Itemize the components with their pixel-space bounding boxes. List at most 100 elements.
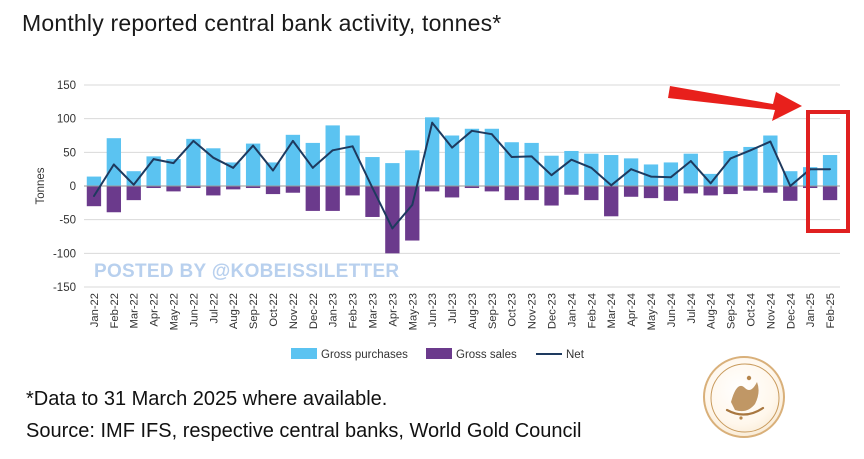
net-point <box>351 145 354 148</box>
bar-gross-sales <box>146 186 161 189</box>
net-point <box>431 121 434 124</box>
net-point <box>709 182 712 185</box>
bar-gross-sales <box>524 186 539 201</box>
bar-gross-purchases <box>524 142 539 186</box>
net-point <box>689 160 692 162</box>
net-point <box>212 156 215 159</box>
x-tick-label: Jan-23 <box>328 293 340 327</box>
net-point <box>112 163 115 166</box>
x-tick-label: May-24 <box>646 293 658 330</box>
x-tick-label: Mar-22 <box>129 293 141 328</box>
chart-title: Monthly reported central bank activity, … <box>22 10 502 36</box>
x-tick-label: Jun-22 <box>188 293 200 327</box>
legend-label: Gross sales <box>456 349 517 361</box>
bar-gross-purchases <box>305 142 320 186</box>
y-tick-label: 50 <box>63 147 76 159</box>
net-point <box>93 195 95 198</box>
x-tick-label: Nov-22 <box>288 293 300 329</box>
x-tick-label: Feb-22 <box>109 293 121 328</box>
net-point <box>471 129 473 132</box>
bar-gross-purchases <box>544 155 559 186</box>
bar-gross-purchases <box>663 162 679 186</box>
bar-gross-sales <box>822 186 838 201</box>
net-point <box>152 158 155 160</box>
footnote: *Data to 31 March 2025 where available. <box>26 388 388 410</box>
bar-gross-sales <box>623 186 639 197</box>
bar-gross-sales <box>345 186 360 196</box>
x-tick-label: Aug-22 <box>228 293 240 329</box>
x-tick-label: Sep-22 <box>248 293 260 329</box>
watermark-text: POSTED BY @KOBEISSILETTER <box>94 261 400 282</box>
bar-gross-sales <box>265 186 281 195</box>
bar-gross-sales <box>305 186 320 211</box>
bar-gross-sales <box>245 186 261 189</box>
y-tick-label: 0 <box>70 181 76 193</box>
net-point <box>172 162 175 165</box>
bar-gross-sales <box>763 186 778 193</box>
bar-gross-sales <box>106 186 122 213</box>
x-tick-label: Jun-24 <box>666 293 678 327</box>
legend-label: Net <box>566 349 585 361</box>
x-tick-label: Dec-22 <box>308 293 320 329</box>
bar-gross-sales <box>564 186 579 195</box>
bar-gross-purchases <box>822 155 838 186</box>
net-point <box>769 140 772 143</box>
x-tick-label: Apr-22 <box>149 293 161 327</box>
x-tick-label: Jan-22 <box>89 293 101 327</box>
net-point <box>252 144 255 147</box>
x-tick-label: Mar-24 <box>606 293 618 328</box>
bar-gross-sales <box>385 186 400 254</box>
bar-gross-purchases <box>166 159 181 186</box>
legend-swatch <box>426 348 452 359</box>
x-tick-label: Dec-24 <box>785 293 797 329</box>
bar-gross-sales <box>723 186 738 195</box>
x-tick-label: Nov-23 <box>527 293 539 329</box>
x-tick-label: Feb-25 <box>825 293 837 328</box>
y-tick-label: 150 <box>57 80 76 92</box>
bar-gross-sales <box>166 186 181 192</box>
bar-gross-sales <box>743 186 758 191</box>
net-point <box>232 166 235 169</box>
bar-gross-sales <box>544 186 559 206</box>
net-point <box>192 139 195 142</box>
bar-gross-purchases <box>325 125 340 186</box>
net-point <box>590 166 593 169</box>
x-tick-label: Jun-23 <box>427 293 439 327</box>
x-tick-label: Mar-23 <box>367 293 379 328</box>
bar-gross-purchases <box>464 128 480 186</box>
bar-gross-sales <box>683 186 698 194</box>
x-tick-label: Oct-23 <box>507 293 519 327</box>
bar-gross-sales <box>365 186 380 217</box>
source-line: Source: IMF IFS, respective central bank… <box>26 420 582 442</box>
bar-gross-sales <box>464 186 480 189</box>
bar-gross-sales <box>604 186 619 217</box>
x-tick-label: May-22 <box>169 293 181 330</box>
bar-gross-sales <box>186 186 201 189</box>
x-tick-label: Apr-24 <box>626 293 638 327</box>
bar-gross-sales <box>285 186 301 193</box>
bar-gross-sales <box>484 186 500 192</box>
brand-logo-seal <box>703 356 785 438</box>
bar-gross-purchases <box>703 173 718 186</box>
bar-gross-sales <box>226 186 241 190</box>
net-point <box>272 169 274 172</box>
net-point <box>550 174 553 177</box>
y-tick-label: 100 <box>57 114 76 126</box>
y-tick-label: -150 <box>53 282 76 294</box>
x-tick-label: Sep-23 <box>487 293 499 329</box>
net-point <box>371 187 374 189</box>
y-tick-label: -100 <box>53 248 76 260</box>
bar-gross-purchases <box>623 158 639 186</box>
bar-gross-purchases <box>564 150 579 186</box>
x-tick-label: Feb-24 <box>586 293 598 328</box>
bar-gross-sales <box>206 186 221 196</box>
annotation-arrow-icon <box>668 86 802 121</box>
bar-gross-sales <box>444 186 460 198</box>
net-point <box>650 175 652 178</box>
net-point <box>451 146 453 149</box>
logo-emblem-icon <box>710 363 780 433</box>
x-tick-label: Jan-25 <box>805 293 817 327</box>
bar-gross-purchases <box>345 135 360 186</box>
net-point <box>311 166 314 169</box>
